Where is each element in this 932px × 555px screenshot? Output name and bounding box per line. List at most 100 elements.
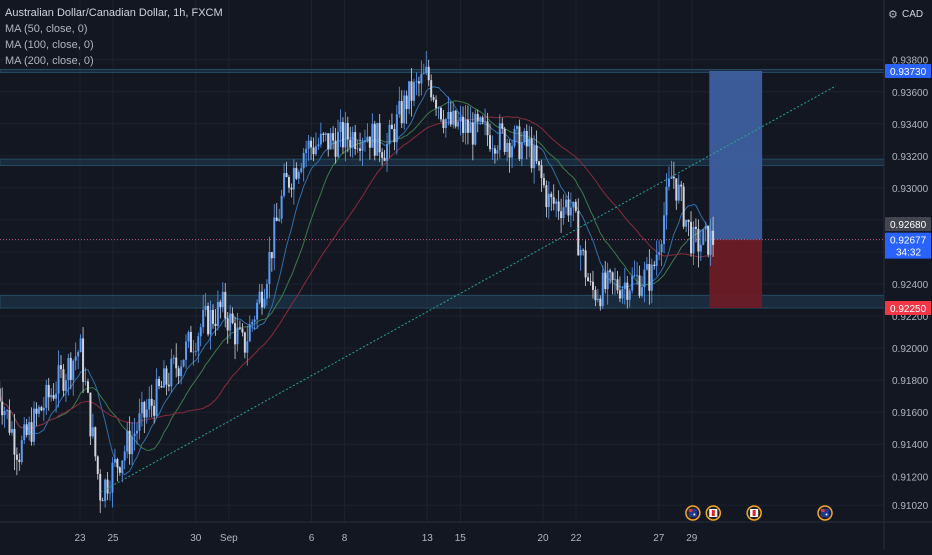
trendline[interactable]	[100, 85, 837, 493]
loss-zone[interactable]	[709, 239, 763, 309]
currency-label[interactable]: CAD	[902, 9, 923, 20]
symbol-title[interactable]: Australian Dollar/Canadian Dollar, 1h, F…	[5, 7, 223, 19]
candle-body	[133, 433, 136, 437]
candle-body	[481, 117, 484, 123]
candle-body	[42, 407, 45, 411]
long-position-tool[interactable]	[0, 70, 884, 309]
candle-body	[138, 413, 141, 431]
candle-body	[86, 381, 89, 393]
candle-body	[101, 500, 104, 502]
candle-body	[491, 148, 494, 150]
candle-body	[248, 324, 251, 342]
settings-icon[interactable]: ⚙	[888, 9, 898, 21]
candle-body	[388, 124, 391, 145]
candle-body	[437, 107, 440, 109]
candle-body	[204, 305, 207, 310]
candle-body	[312, 147, 315, 155]
event-markers[interactable]	[685, 505, 833, 521]
candle-body	[165, 368, 168, 385]
candle-body	[307, 140, 310, 149]
candle-body	[663, 215, 666, 245]
candle-body	[69, 357, 72, 380]
candle-body	[135, 430, 138, 434]
candle-body	[37, 407, 40, 414]
candle-body	[28, 422, 31, 435]
candle-body	[368, 136, 371, 148]
flag-leaf	[752, 510, 756, 516]
candle-body	[628, 290, 631, 300]
flag-field	[821, 509, 829, 517]
candle-body	[278, 218, 281, 221]
candle-body	[535, 145, 538, 162]
price-axis[interactable]: 0.938000.936000.934000.932000.930000.928…	[883, 0, 931, 550]
candle-body	[322, 133, 325, 135]
indicator-ma100-label[interactable]: MA (100, close, 0)	[5, 39, 94, 51]
candle-body	[435, 99, 438, 109]
profit-zone[interactable]	[709, 70, 763, 240]
candle-body	[47, 384, 50, 398]
trendline-layer[interactable]	[100, 85, 837, 493]
time-tick-label: 6	[309, 533, 315, 544]
candle-body	[20, 440, 23, 462]
candle-body	[709, 230, 712, 255]
candle-body	[324, 133, 327, 135]
candle-body	[185, 341, 188, 360]
candle-body	[82, 338, 85, 382]
candle-body	[346, 122, 349, 140]
candle-body	[170, 358, 173, 387]
candle-body	[408, 81, 411, 110]
candle-body	[72, 360, 75, 380]
price-tick-label: 0.91200	[892, 472, 929, 483]
candle-body	[351, 132, 354, 148]
australia-flag-icon[interactable]	[817, 505, 833, 521]
candle-body	[589, 280, 592, 282]
ma200-line	[0, 116, 714, 430]
candle-body	[680, 184, 683, 187]
flag-union	[688, 509, 693, 512]
price-tick-label: 0.91400	[892, 440, 929, 451]
candle-body	[614, 279, 617, 281]
candle-body	[386, 144, 389, 161]
candle-body	[106, 479, 109, 494]
candle-body	[216, 301, 219, 326]
candle-body	[579, 249, 582, 256]
candle-body	[13, 428, 16, 455]
candle-body	[655, 254, 658, 266]
candle-body	[376, 123, 379, 156]
candle-body	[160, 386, 163, 388]
canada-flag-icon[interactable]	[746, 505, 762, 521]
candle-body	[52, 395, 55, 399]
candle-body	[511, 146, 514, 158]
indicator-ma50-label[interactable]: MA (50, close, 0)	[5, 23, 88, 35]
canada-flag-icon[interactable]	[705, 505, 722, 521]
candle-body	[317, 144, 320, 147]
candle-body	[143, 401, 146, 418]
candle-body	[94, 427, 97, 457]
candle-body	[366, 136, 369, 142]
australia-flag-icon[interactable]	[685, 505, 701, 521]
candle-body	[62, 369, 65, 391]
price-tick-label: 0.92200	[892, 312, 929, 323]
candle-body	[611, 272, 614, 281]
candle-body	[479, 117, 482, 122]
indicator-ma200-label[interactable]: MA (200, close, 0)	[5, 55, 94, 67]
price-tick-label: 0.91020	[892, 501, 929, 512]
candle-body	[231, 313, 234, 323]
candle-body	[609, 270, 612, 273]
candle-body	[513, 128, 516, 147]
candle-body	[64, 380, 67, 391]
candle-body	[91, 427, 94, 437]
candle-body	[540, 165, 543, 179]
candle-body	[121, 460, 124, 473]
candle-body	[474, 113, 477, 145]
time-axis[interactable]: 23 25 30 Sep 6 8 13 15 20 22 27 29	[0, 521, 932, 544]
candle-body	[621, 289, 624, 299]
price-tick-label: 0.93400	[892, 120, 929, 131]
candle-body	[462, 116, 465, 133]
candle-body	[167, 384, 170, 387]
time-tick-label: 23	[74, 533, 86, 544]
flag-star	[825, 513, 828, 516]
